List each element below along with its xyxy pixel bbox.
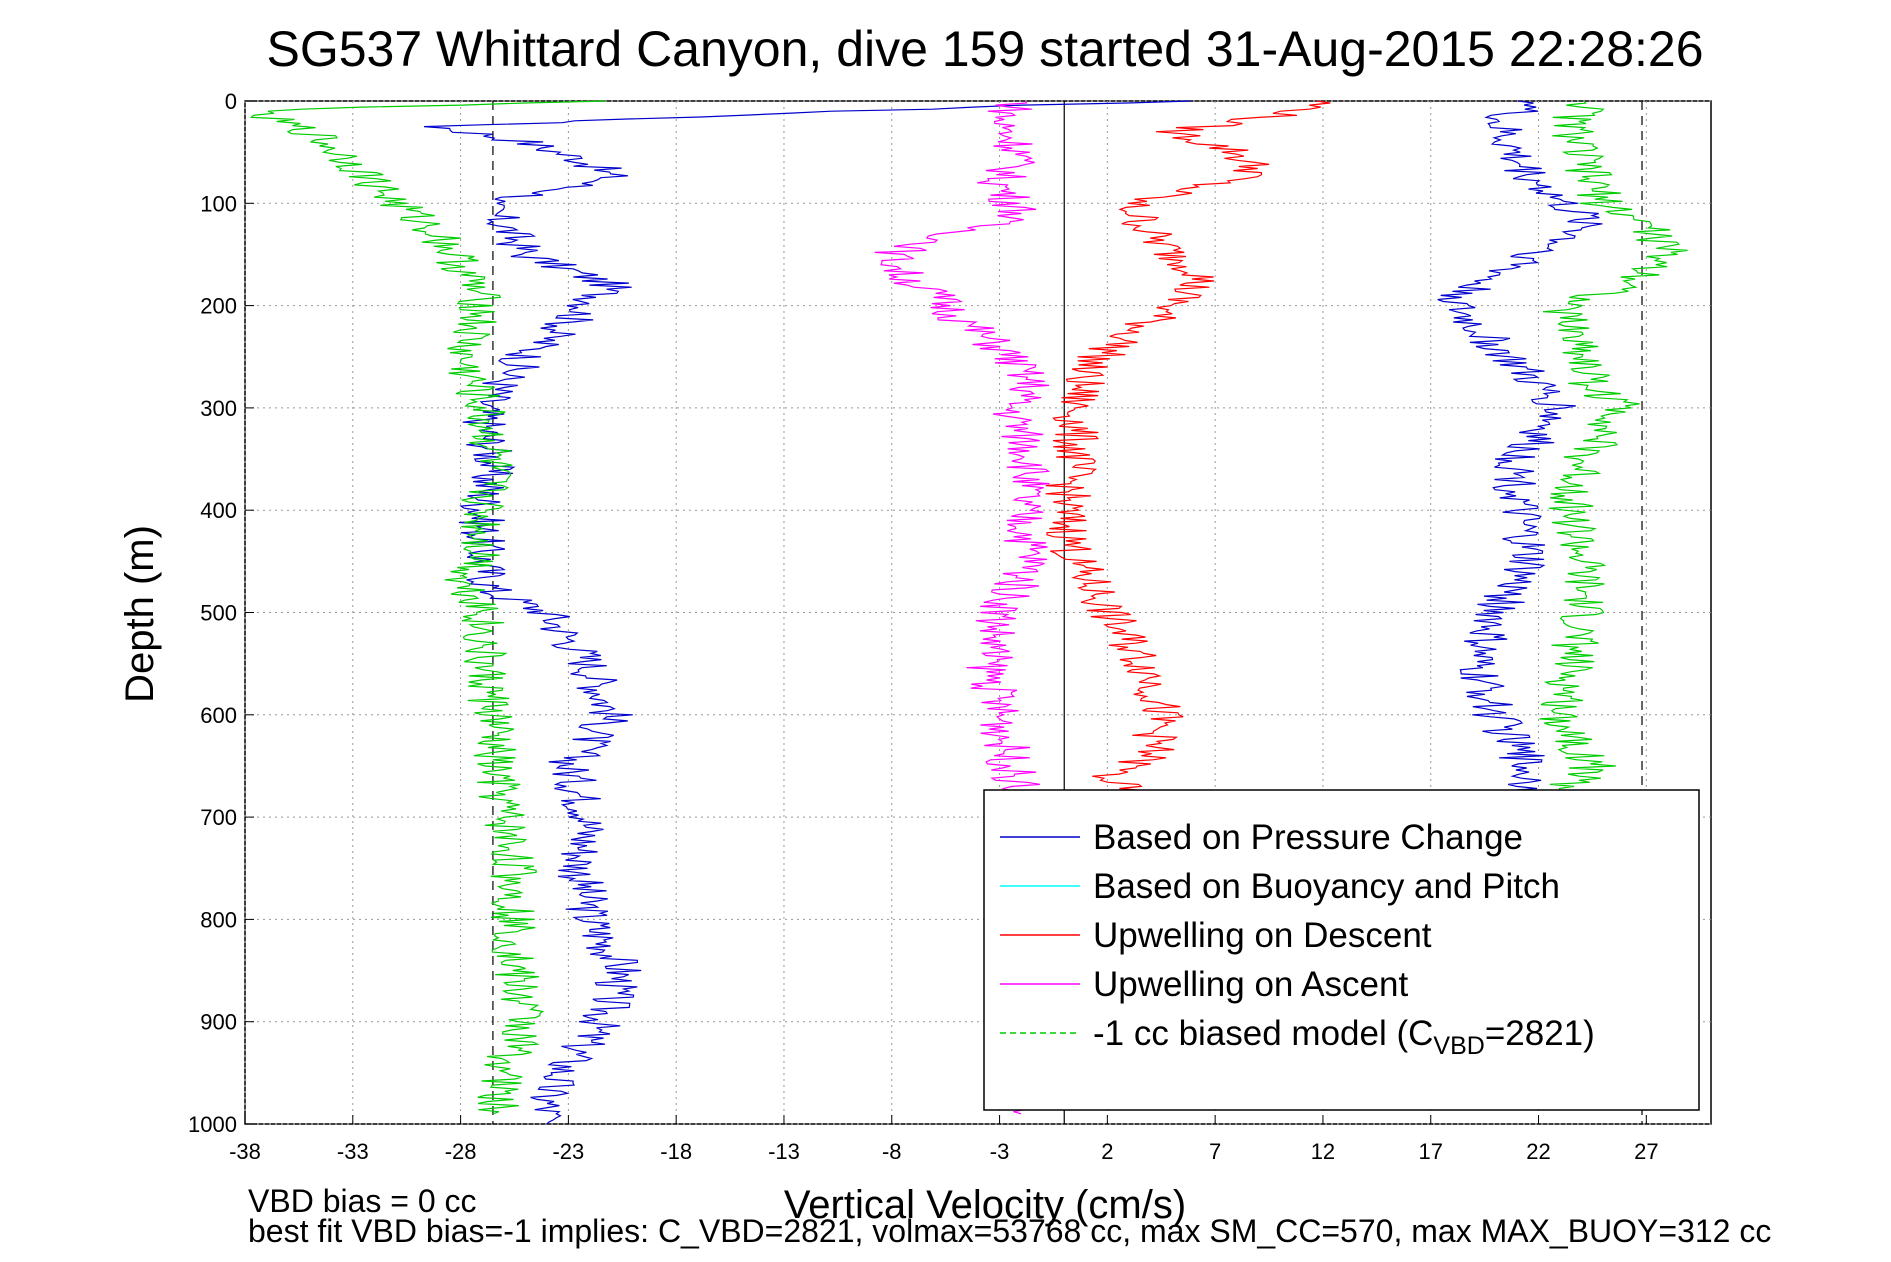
legend-label-suffix: =2821) [1485, 1014, 1595, 1053]
x-tick-label: 22 [1526, 1139, 1550, 1164]
x-tick-label: 17 [1418, 1139, 1442, 1164]
y-tick-label: 0 [225, 89, 237, 114]
y-tick-label: 900 [200, 1010, 237, 1035]
annotation-bias: VBD bias = 0 cc [248, 1183, 477, 1219]
x-tick-label: 7 [1209, 1139, 1221, 1164]
legend-label-text: Based on Buoyancy and Pitch [1093, 867, 1560, 906]
y-axis-label: Depth (m) [118, 525, 162, 703]
x-tick-label: -18 [660, 1139, 692, 1164]
annotation-best-fit: best fit VBD bias=-1 implies: C_VBD=2821… [248, 1213, 1771, 1249]
y-tick-label: 800 [200, 907, 237, 932]
x-tick-label: -23 [552, 1139, 584, 1164]
series-line-4 [249, 100, 606, 1115]
series-line-6 [1531, 100, 1688, 818]
series-line-5 [1437, 100, 1603, 818]
chart-title: SG537 Whittard Canyon, dive 159 started … [266, 21, 1703, 77]
legend-label: Based on Buoyancy and Pitch [1093, 867, 1560, 906]
y-tick-label: 600 [200, 703, 237, 728]
y-tick-label: 100 [200, 191, 237, 216]
x-tick-label: -28 [445, 1139, 477, 1164]
series-line-2 [1045, 100, 1331, 798]
legend-box [983, 789, 1700, 1111]
legend-label-text: Upwelling on Descent [1093, 916, 1432, 955]
y-tick-label: 1000 [188, 1112, 237, 1137]
legend-label: -1 cc biased model (CVBD=2821) [1093, 1014, 1595, 1060]
y-tick-label: 500 [200, 601, 237, 626]
y-tick-label: 300 [200, 396, 237, 421]
y-tick-labels: 0 100 200 300 400 500 600 700 800 900 1000 [188, 89, 237, 1137]
x-tick-label: 12 [1311, 1139, 1335, 1164]
x-tick-label: -33 [337, 1139, 369, 1164]
series-line-0 [423, 100, 1191, 1125]
y-tick-label: 400 [200, 498, 237, 523]
legend: Based on Pressure Change Based on Buoyanc… [983, 789, 1700, 1111]
x-tick-labels: -38 -33 -28 -23 -18 -13 -8 -3 2 7 12 17 22 27 [229, 1139, 1658, 1164]
x-tick-label: 2 [1101, 1139, 1113, 1164]
legend-label: Upwelling on Ascent [1093, 965, 1408, 1004]
x-tick-label: -38 [229, 1139, 261, 1164]
legend-label-subscript: VBD [1433, 1032, 1484, 1060]
x-axis-label: Vertical Velocity (cm/s) [784, 1183, 1186, 1227]
y-tick-label: 200 [200, 294, 237, 319]
legend-label-text: Upwelling on Ascent [1093, 965, 1408, 1004]
x-tick-label: -8 [882, 1139, 902, 1164]
x-tick-label: -3 [990, 1139, 1010, 1164]
legend-label-text: -1 cc biased model (C [1093, 1014, 1433, 1053]
legend-label: Based on Pressure Change [1093, 818, 1523, 857]
x-tick-label: 27 [1634, 1139, 1658, 1164]
legend-label-text: Based on Pressure Change [1093, 818, 1523, 857]
x-tick-label: -13 [768, 1139, 800, 1164]
y-tick-label: 700 [200, 805, 237, 830]
legend-label: Upwelling on Descent [1093, 916, 1432, 955]
